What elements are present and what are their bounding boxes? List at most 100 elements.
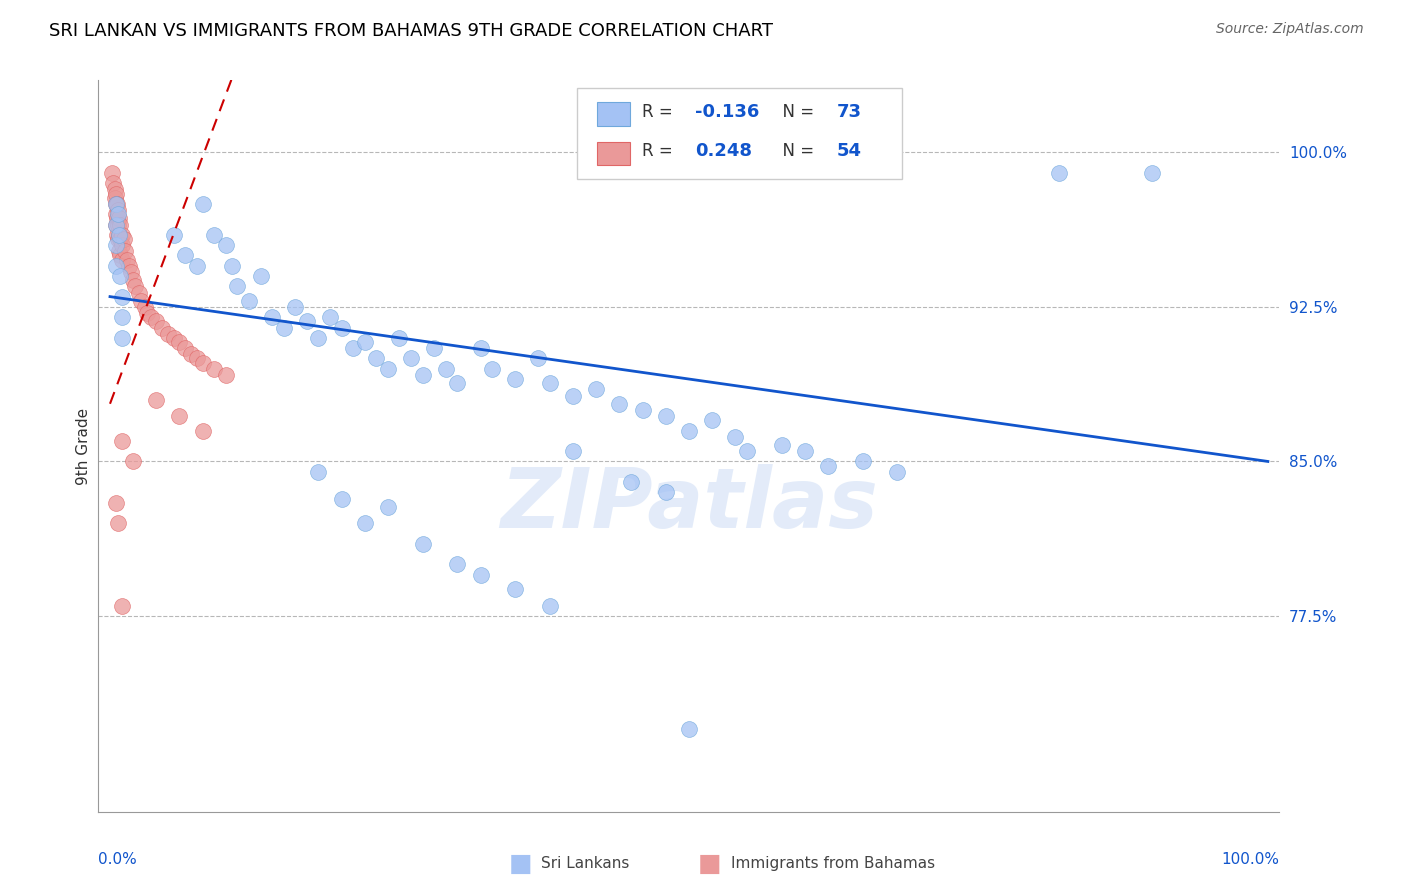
- Point: [104, 191, 127, 205]
- Point: [174, 341, 197, 355]
- Point: [620, 475, 643, 489]
- Point: [110, 252, 132, 267]
- FancyBboxPatch shape: [596, 142, 630, 165]
- Point: [103, 176, 125, 190]
- Point: [503, 582, 526, 597]
- Point: [174, 248, 197, 262]
- Point: [107, 232, 129, 246]
- Point: [793, 444, 815, 458]
- FancyBboxPatch shape: [576, 87, 901, 179]
- Point: [110, 599, 132, 613]
- Point: [503, 372, 526, 386]
- Point: [139, 310, 162, 325]
- Point: [104, 259, 127, 273]
- Point: [110, 268, 132, 283]
- Point: [104, 218, 127, 232]
- Point: [110, 331, 132, 345]
- Point: [538, 599, 561, 613]
- Point: [446, 376, 468, 391]
- Point: [120, 265, 142, 279]
- Text: Immigrants from Bahamas: Immigrants from Bahamas: [731, 856, 935, 871]
- Text: R =: R =: [641, 142, 678, 161]
- Point: [215, 368, 238, 382]
- Point: [388, 331, 411, 345]
- Point: [470, 567, 492, 582]
- Point: [585, 382, 607, 396]
- Point: [886, 465, 908, 479]
- Text: ■: ■: [509, 852, 531, 875]
- Text: N =: N =: [772, 103, 818, 120]
- Point: [163, 227, 186, 242]
- Point: [724, 430, 747, 444]
- Point: [169, 334, 191, 349]
- Point: [110, 248, 132, 262]
- Point: [678, 424, 700, 438]
- Text: 0.0%: 0.0%: [98, 852, 138, 867]
- Point: [150, 320, 173, 334]
- Point: [221, 259, 243, 273]
- Point: [108, 211, 131, 226]
- Point: [538, 376, 561, 391]
- Point: [330, 491, 353, 506]
- Point: [104, 197, 127, 211]
- Text: R =: R =: [641, 103, 678, 120]
- Text: ZIPatlas: ZIPatlas: [501, 464, 877, 545]
- Point: [202, 227, 225, 242]
- Point: [104, 207, 127, 221]
- Point: [412, 368, 434, 382]
- Point: [412, 537, 434, 551]
- Point: [817, 458, 839, 473]
- Point: [105, 197, 128, 211]
- Point: [145, 392, 167, 407]
- Point: [678, 723, 700, 737]
- Point: [104, 238, 127, 252]
- Y-axis label: 9th Grade: 9th Grade: [76, 408, 91, 484]
- Point: [101, 166, 124, 180]
- Text: -0.136: -0.136: [695, 103, 759, 120]
- Point: [238, 293, 260, 308]
- Text: 54: 54: [837, 142, 862, 161]
- Point: [330, 320, 353, 334]
- Point: [202, 361, 225, 376]
- Point: [191, 424, 214, 438]
- Point: [655, 409, 678, 424]
- Point: [163, 331, 186, 345]
- Point: [353, 516, 375, 531]
- Point: [770, 438, 793, 452]
- Text: 73: 73: [837, 103, 862, 120]
- Point: [655, 485, 678, 500]
- Point: [108, 227, 131, 242]
- Point: [104, 197, 127, 211]
- Point: [353, 334, 375, 349]
- Point: [107, 203, 129, 218]
- Point: [215, 238, 238, 252]
- Point: [1049, 166, 1071, 180]
- Text: 100.0%: 100.0%: [1222, 852, 1279, 867]
- Point: [110, 227, 132, 242]
- Point: [108, 244, 131, 259]
- Text: SRI LANKAN VS IMMIGRANTS FROM BAHAMAS 9TH GRADE CORRELATION CHART: SRI LANKAN VS IMMIGRANTS FROM BAHAMAS 9T…: [49, 22, 773, 40]
- Point: [186, 259, 208, 273]
- Point: [262, 310, 284, 325]
- Point: [319, 310, 342, 325]
- Point: [112, 232, 135, 246]
- Point: [156, 326, 179, 341]
- Point: [105, 227, 128, 242]
- Point: [124, 279, 146, 293]
- Point: [114, 244, 136, 259]
- Text: N =: N =: [772, 142, 818, 161]
- Point: [273, 320, 295, 334]
- Point: [446, 558, 468, 572]
- Text: 0.248: 0.248: [695, 142, 752, 161]
- Point: [377, 500, 399, 514]
- Point: [145, 314, 167, 328]
- Point: [562, 444, 585, 458]
- Point: [122, 273, 145, 287]
- Point: [342, 341, 364, 355]
- Point: [295, 314, 318, 328]
- Point: [700, 413, 723, 427]
- Point: [107, 207, 129, 221]
- Point: [128, 285, 150, 300]
- Point: [110, 232, 132, 246]
- Point: [307, 331, 329, 345]
